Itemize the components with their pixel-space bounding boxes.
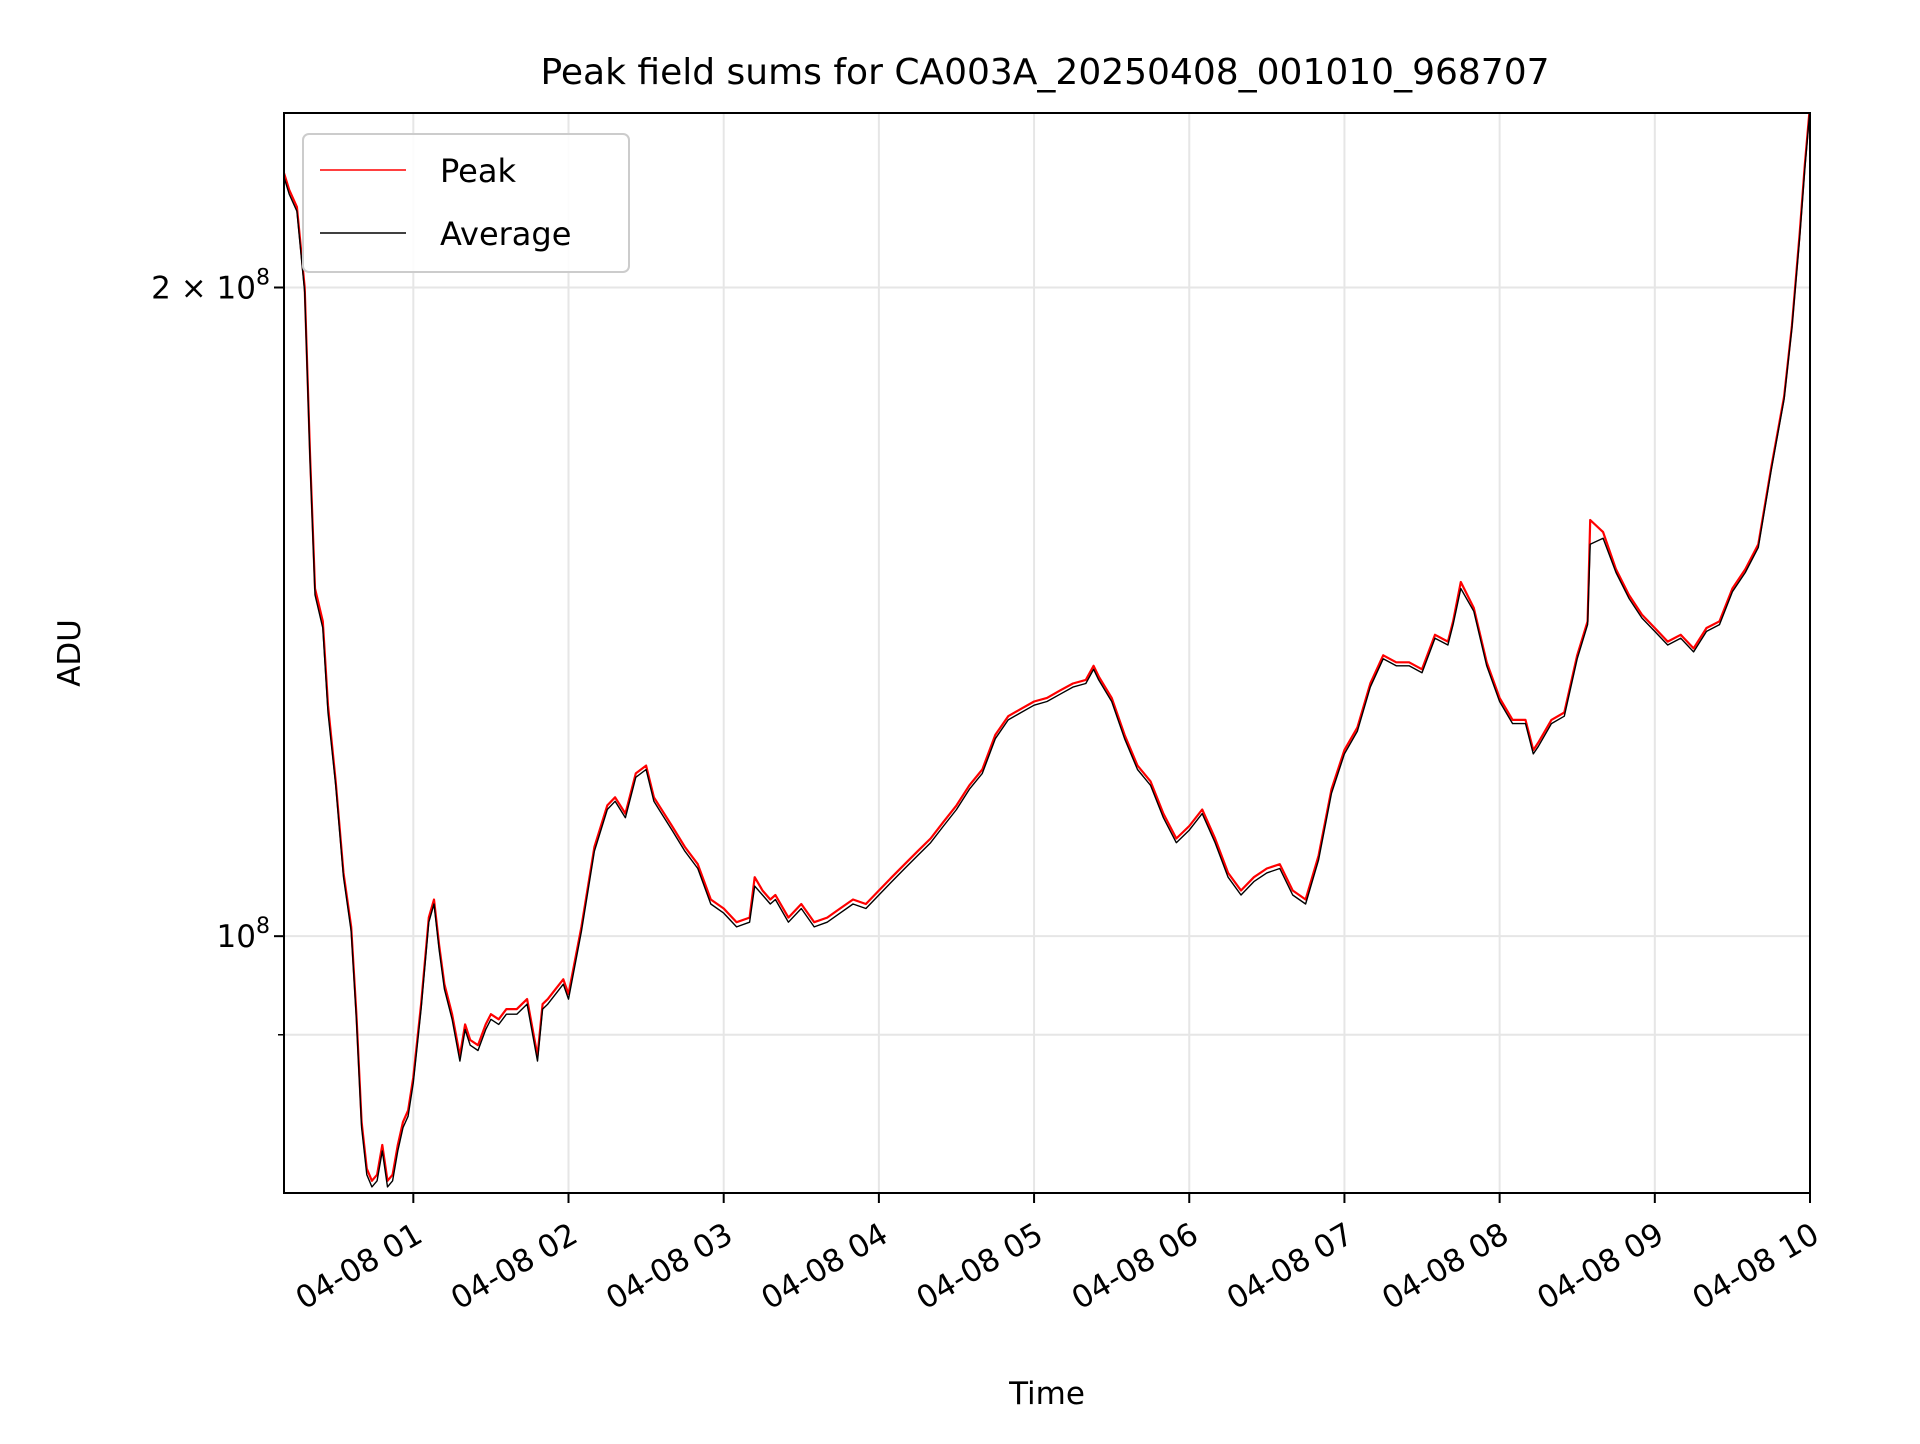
chart-title: Peak field sums for CA003A_20250408_0010… xyxy=(540,52,1549,93)
legend-box xyxy=(302,133,630,273)
legend-average-label: Average xyxy=(440,215,571,253)
x-axis-label: Time xyxy=(1008,1376,1085,1412)
series-line-average xyxy=(284,113,1810,1188)
y-axis-label: ADU xyxy=(52,619,88,687)
legend: Peak Average xyxy=(302,133,630,273)
y-tick-label: 108 xyxy=(217,914,270,955)
y-axis: 2 × 108 108 xyxy=(151,266,284,1036)
plot-frame xyxy=(283,112,1811,1194)
legend-peak-label: Peak xyxy=(440,152,516,190)
plot-series xyxy=(284,113,1810,1188)
series-line-peak xyxy=(284,113,1810,1182)
y-tick-label: 2 × 108 xyxy=(151,266,270,307)
